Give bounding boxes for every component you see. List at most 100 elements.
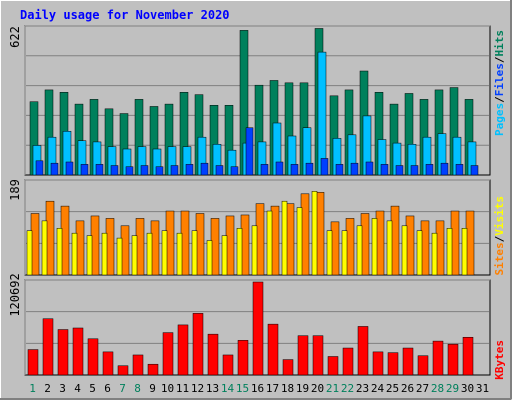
x-tick-label: 29 xyxy=(446,382,459,395)
bar-pages xyxy=(335,164,344,176)
x-tick-label: 15 xyxy=(236,382,249,395)
bar-visits xyxy=(431,232,438,276)
x-tick-label: 22 xyxy=(341,382,354,395)
x-tick-label: 23 xyxy=(356,382,369,395)
legend-separator: / xyxy=(493,96,506,103)
bar-pages xyxy=(110,165,119,176)
bar-pages xyxy=(275,161,284,176)
x-tick-label: 19 xyxy=(296,382,309,395)
x-axis-labels: 1 2 3 4 5 6 7 8 9 10 11 12 13 14 15 16 17 18 19 20 21 22 23 24 2… xyxy=(29,382,489,395)
x-tick-label: 14 xyxy=(221,382,235,395)
bar-kbytes xyxy=(432,340,444,376)
bar-visits xyxy=(221,235,228,276)
bar-kbytes xyxy=(267,323,279,376)
bar-visits xyxy=(236,228,243,276)
bar-visits xyxy=(266,210,273,276)
legend-separator: / xyxy=(493,235,506,242)
x-tick-label: 17 xyxy=(266,382,279,395)
x-tick-label: 7 xyxy=(119,382,126,395)
bar-pages xyxy=(215,165,224,176)
bar-visits xyxy=(146,232,153,276)
bar-pages xyxy=(290,164,299,176)
bar-kbytes xyxy=(222,354,234,376)
bar-pages xyxy=(305,162,314,176)
legend-pages: Pages xyxy=(493,103,506,136)
x-tick-label: 4 xyxy=(74,382,81,395)
bar-pages xyxy=(245,127,254,176)
x-tick-label: 13 xyxy=(206,382,219,395)
bar-pages xyxy=(395,165,404,176)
bar-pages xyxy=(95,164,104,176)
bar-kbytes xyxy=(462,336,474,376)
x-tick-label: 26 xyxy=(401,382,414,395)
y-axis-max-bottom: 120692 xyxy=(8,273,22,316)
bar-pages xyxy=(425,164,434,176)
bar-kbytes xyxy=(252,281,264,376)
x-tick-label: 1 xyxy=(29,382,36,395)
bar-kbytes xyxy=(57,329,69,376)
bar-pages xyxy=(65,161,74,176)
x-tick-label: 9 xyxy=(149,382,156,395)
bar-visits xyxy=(386,220,393,276)
bar-kbytes xyxy=(102,351,114,376)
bar-pages xyxy=(185,164,194,176)
y-axis-max-top: 622 xyxy=(8,26,22,48)
bar-pages xyxy=(155,166,164,176)
legend-sites: Sites xyxy=(493,242,506,275)
bar-kbytes xyxy=(42,318,54,376)
bar-kbytes xyxy=(27,349,39,376)
bar-kbytes xyxy=(357,326,369,376)
bar-visits xyxy=(416,230,423,276)
x-tick-label: 31 xyxy=(476,382,489,395)
legend-kbytes: KBytes xyxy=(493,340,506,380)
bar-pages xyxy=(380,164,389,176)
x-tick-label: 6 xyxy=(104,382,111,395)
bar-pages xyxy=(125,166,134,176)
legend-files: Files xyxy=(493,63,506,96)
bar-kbytes xyxy=(177,324,189,376)
bar-files xyxy=(317,51,327,176)
bar-visits xyxy=(281,200,288,276)
bar-visits xyxy=(326,230,333,276)
bar-visits xyxy=(161,230,168,276)
bar-kbytes xyxy=(87,338,99,376)
bar-visits xyxy=(176,232,183,276)
bar-pages xyxy=(455,164,464,176)
bar-visits xyxy=(41,220,48,276)
x-tick-label: 28 xyxy=(431,382,444,395)
bar-visits xyxy=(116,237,123,276)
bar-pages xyxy=(440,162,449,176)
bar-pages xyxy=(50,162,59,176)
x-tick-label: 10 xyxy=(161,382,174,395)
bar-kbytes xyxy=(162,332,174,376)
legend-hits: Hits xyxy=(493,30,506,57)
x-tick-label: 12 xyxy=(191,382,204,395)
x-tick-label: 5 xyxy=(89,382,96,395)
bar-kbytes xyxy=(72,327,84,376)
bar-pages xyxy=(80,164,89,176)
bar-visits xyxy=(191,230,198,276)
bar-kbytes xyxy=(447,343,459,376)
legend-separator: / xyxy=(493,56,506,63)
bar-visits xyxy=(131,235,138,276)
bar-pages xyxy=(200,162,209,176)
bar-kbytes xyxy=(312,335,324,376)
bar-pages xyxy=(260,164,269,176)
bar-visits xyxy=(446,228,453,276)
bar-kbytes xyxy=(192,313,204,376)
bar-kbytes xyxy=(327,356,339,376)
bar-pages xyxy=(350,162,359,176)
legend-bottom: KBytes xyxy=(493,340,506,380)
x-tick-label: 21 xyxy=(326,382,339,395)
bar-kbytes xyxy=(282,359,294,376)
bar-kbytes xyxy=(402,347,414,376)
bar-visits xyxy=(101,232,108,276)
bar-visits xyxy=(206,240,213,276)
x-tick-label: 30 xyxy=(461,382,474,395)
x-tick-label: 3 xyxy=(59,382,66,395)
bar-kbytes xyxy=(117,365,129,376)
x-tick-label: 27 xyxy=(416,382,429,395)
x-tick-label: 8 xyxy=(134,382,141,395)
bar-kbytes xyxy=(132,354,144,376)
